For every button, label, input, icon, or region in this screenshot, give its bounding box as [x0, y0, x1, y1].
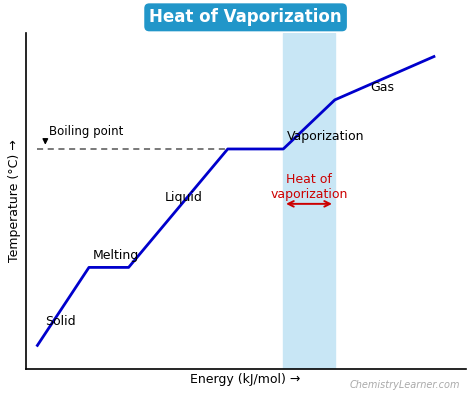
Text: Vaporization: Vaporization — [287, 130, 365, 143]
X-axis label: Energy (kJ/mol) →: Energy (kJ/mol) → — [191, 373, 301, 386]
Text: Heat of
vaporization: Heat of vaporization — [270, 173, 348, 201]
Text: Solid: Solid — [46, 315, 76, 328]
Text: Boiling point: Boiling point — [49, 125, 124, 138]
Y-axis label: Temperature (°C) →: Temperature (°C) → — [9, 139, 21, 262]
Text: ChemistryLearner.com: ChemistryLearner.com — [349, 380, 460, 390]
Text: Liquid: Liquid — [164, 191, 202, 204]
Bar — [283, 33, 335, 368]
Text: Melting: Melting — [93, 249, 139, 262]
Text: Gas: Gas — [371, 81, 394, 94]
Title: Heat of Vaporization: Heat of Vaporization — [149, 8, 342, 26]
